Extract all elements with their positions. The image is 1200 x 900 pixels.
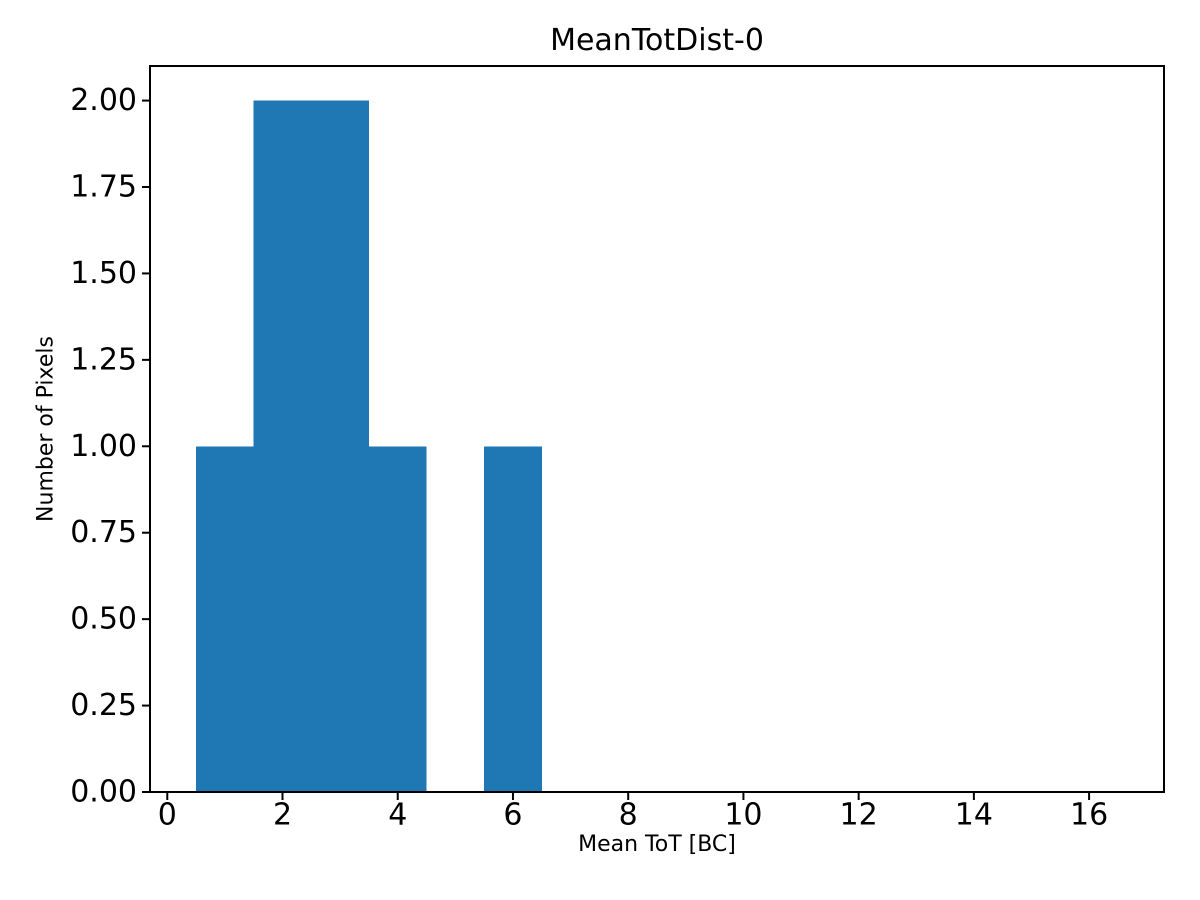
x-tick-label: 2 [273,798,292,833]
x-tick-label: 4 [388,798,407,833]
y-tick-label: 0.75 [70,515,137,550]
histogram-bar [196,446,254,792]
x-tick-label: 8 [619,798,638,833]
x-tick-label: 10 [724,798,762,833]
plot-border [149,65,1165,793]
y-tick-label: 0.00 [70,775,137,810]
y-tick-label: 2.00 [70,83,137,118]
y-tick-label: 1.25 [70,342,137,377]
y-tick-label: 1.50 [70,256,137,291]
y-tick-label: 0.50 [70,602,137,637]
y-tick-label: 1.00 [70,429,137,464]
y-tick-label: 1.75 [70,170,137,205]
x-tick-label: 6 [503,798,522,833]
x-tick-label: 16 [1070,798,1108,833]
chart-title: MeanTotDist-0 [550,23,764,58]
histogram-bar [311,100,369,793]
x-tick-label: 12 [840,798,878,833]
histogram-bar [253,100,312,793]
x-tick-label: 14 [955,798,993,833]
x-axis-label: Mean ToT [BC] [578,832,736,857]
histogram-bar [368,446,427,792]
y-tick-label: 0.25 [70,688,137,723]
y-axis-label: Number of Pixels [33,336,59,522]
x-tick-label: 0 [158,798,177,833]
histogram-bar [484,446,542,792]
